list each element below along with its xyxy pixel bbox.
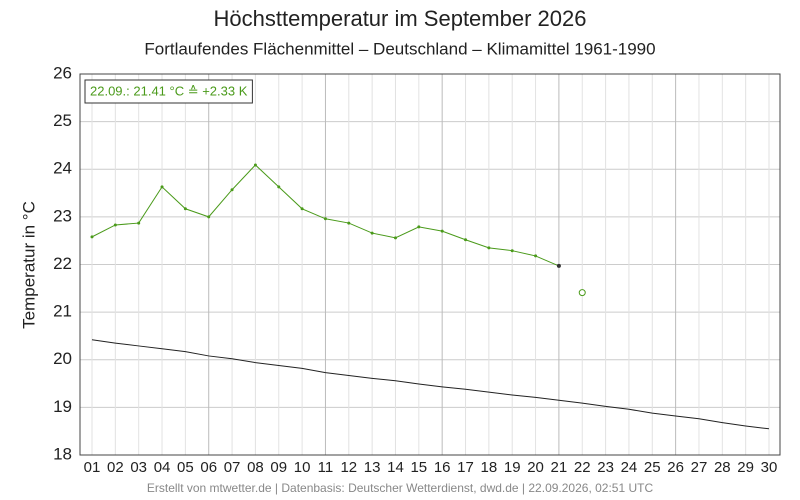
x-tick-label: 06 — [200, 459, 217, 476]
x-tick-label: 23 — [597, 459, 614, 476]
data-point — [160, 185, 164, 189]
data-point — [323, 217, 327, 221]
y-tick-label: 22 — [53, 254, 72, 273]
x-tick-label: 24 — [621, 459, 638, 476]
x-tick-label: 21 — [551, 459, 568, 476]
x-tick-label: 22 — [574, 459, 591, 476]
x-tick-label: 02 — [107, 459, 124, 476]
data-point — [207, 215, 211, 219]
data-point — [556, 263, 561, 268]
data-point — [137, 221, 141, 225]
x-tick-label: 19 — [504, 459, 521, 476]
data-point — [578, 289, 586, 297]
x-tick-label: 08 — [247, 459, 264, 476]
x-tick-label: 12 — [340, 459, 357, 476]
plot-frame — [79, 73, 781, 456]
x-tick-label: 18 — [481, 459, 498, 476]
x-tick-label: 07 — [224, 459, 241, 476]
x-tick-label: 10 — [294, 459, 311, 476]
data-point — [113, 223, 117, 227]
x-tick-label: 03 — [130, 459, 147, 476]
x-tick-label: 30 — [761, 459, 778, 476]
data-point — [230, 188, 234, 192]
x-tick-label: 15 — [410, 459, 427, 476]
x-tick-label: 14 — [387, 459, 404, 476]
x-tick-label: 17 — [457, 459, 474, 476]
y-tick-label: 20 — [53, 349, 72, 368]
data-line — [91, 339, 770, 430]
x-tick-label: 20 — [527, 459, 544, 476]
data-point — [253, 163, 257, 167]
y-tick-label: 24 — [53, 159, 72, 178]
annotation: 22.09.: 21.41 °C ≙ +2.33 K — [90, 83, 248, 98]
data-point — [534, 254, 538, 258]
x-tick-label: 09 — [270, 459, 287, 476]
data-point — [417, 225, 421, 229]
annotation-box — [84, 79, 253, 104]
y-axis-label: Temperatur in °C — [19, 201, 38, 329]
x-tick-label: 28 — [714, 459, 731, 476]
data-point — [370, 231, 374, 235]
x-tick-label: 01 — [84, 459, 101, 476]
x-tick-label: 26 — [667, 459, 684, 476]
data-point — [347, 221, 351, 225]
data-point — [277, 185, 281, 189]
data-point — [183, 207, 187, 211]
y-tick-label: 26 — [53, 63, 72, 82]
y-tick-label: 19 — [53, 397, 72, 416]
x-tick-label: 29 — [737, 459, 754, 476]
data-point — [300, 207, 304, 211]
y-tick-label: 23 — [53, 206, 72, 225]
x-tick-label: 05 — [177, 459, 194, 476]
data-point — [393, 236, 397, 240]
x-tick-label: 11 — [318, 459, 334, 476]
x-tick-label: 16 — [434, 459, 451, 476]
data-point — [90, 235, 94, 239]
y-tick-label: 18 — [53, 444, 72, 463]
y-tick-label: 21 — [53, 302, 72, 321]
data-point — [487, 246, 491, 250]
footer: Erstellt von mtwetter.de | Datenbasis: D… — [147, 481, 654, 495]
data-point — [440, 229, 444, 233]
data-point — [510, 249, 514, 253]
x-tick-label: 27 — [691, 459, 708, 476]
y-tick-label: 25 — [53, 111, 72, 130]
chart-subtitle: Fortlaufendes Flächenmittel – Deutschlan… — [144, 39, 655, 58]
chart-title: Höchsttemperatur im September 2026 — [214, 6, 587, 31]
data-point — [464, 238, 468, 242]
x-tick-label: 25 — [644, 459, 661, 476]
x-tick-label: 13 — [364, 459, 381, 476]
x-tick-label: 04 — [154, 459, 171, 476]
